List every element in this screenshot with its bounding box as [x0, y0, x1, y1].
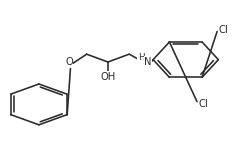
Text: O: O — [65, 57, 72, 67]
Text: N: N — [144, 57, 151, 67]
Text: H: H — [137, 53, 144, 62]
Text: OH: OH — [100, 72, 115, 82]
Text: Cl: Cl — [218, 25, 227, 35]
Text: Cl: Cl — [198, 99, 207, 109]
